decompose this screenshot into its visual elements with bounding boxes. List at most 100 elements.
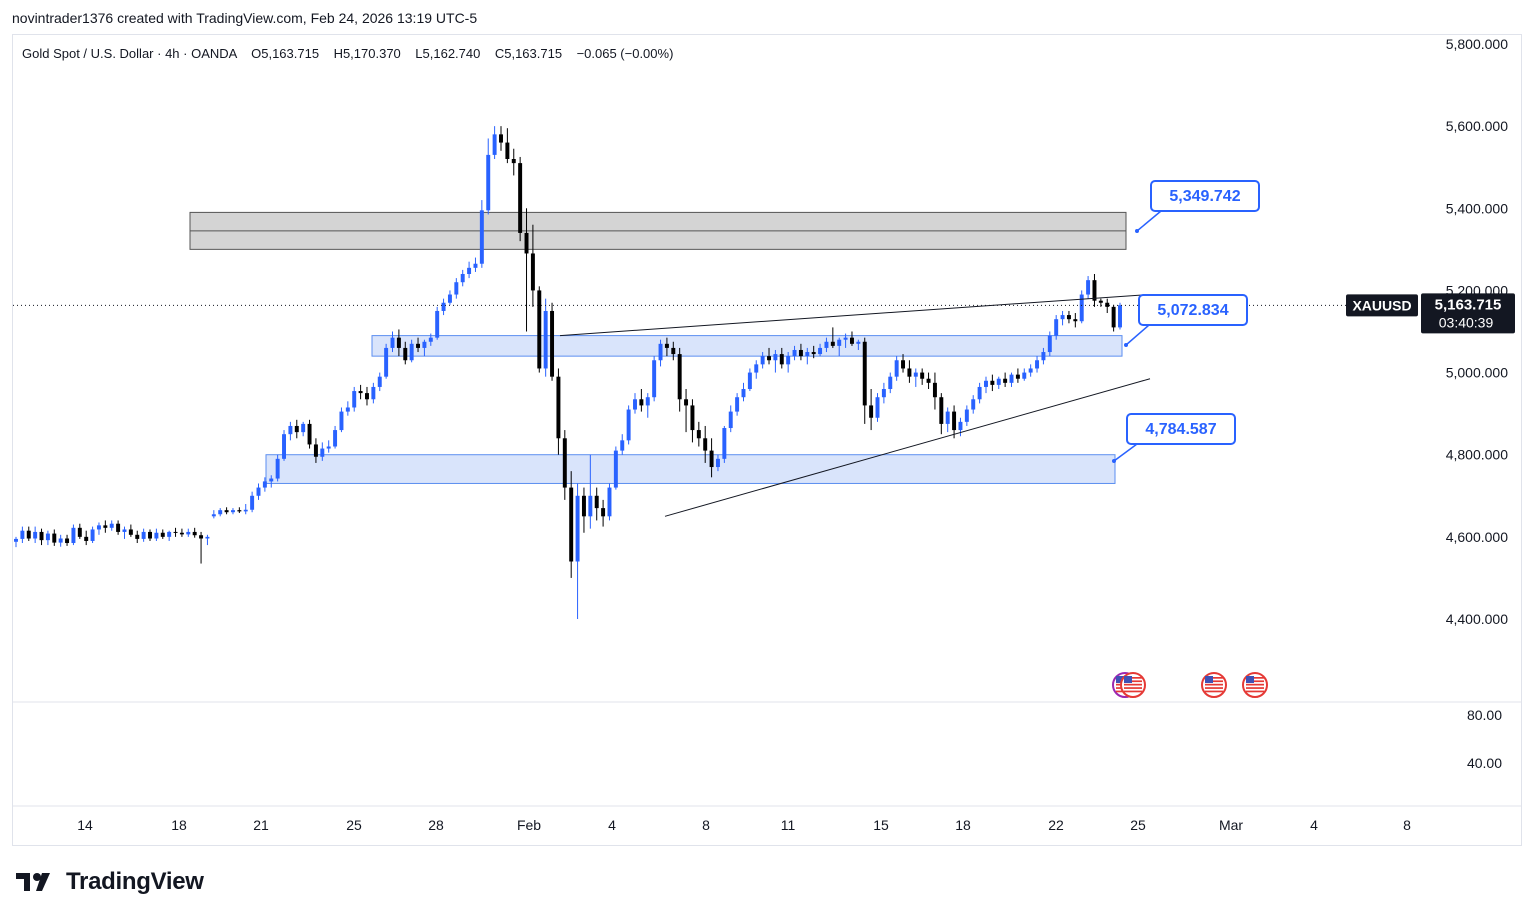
candle-body [645,397,650,406]
tradingview-logo[interactable]: TradingView [16,868,204,896]
candle-body [881,389,886,398]
candle-body [518,163,523,233]
candle-body [875,397,880,418]
candle-body [530,253,535,291]
flag-stripe [1246,690,1264,693]
candle-body [1035,360,1040,369]
candle-body [167,531,172,537]
ticker-symbol: XAUUSD [1352,297,1411,313]
candle-body [805,352,810,357]
price-callout-2[interactable]: 5,072.834 [1124,294,1248,347]
flag-stripe [1205,687,1223,689]
candle-body [939,397,944,424]
time-axis-label: 18 [955,817,971,833]
candle-body [403,347,408,361]
candle-body [333,430,338,447]
candle-body [684,399,689,406]
time-axis-label: Feb [517,817,541,833]
time-axis-label: 15 [873,817,889,833]
us-flag-event-icon[interactable] [1242,672,1268,698]
candle-body [1022,372,1027,379]
flag-stripe [1246,687,1264,689]
flag-stripe [1205,680,1223,683]
candle-body [990,380,995,385]
candle-body [256,487,261,496]
candle-body [160,532,165,537]
candle-body [556,376,561,439]
callout-anchor [1135,229,1139,233]
time-axis-label: 28 [428,817,444,833]
candle-body [435,310,440,338]
candle-body [690,405,695,431]
candle-body [441,302,446,311]
candle-body [65,538,70,544]
candle-body [1047,335,1052,353]
time-axis-label: 14 [77,817,93,833]
callout-label: 5,349.742 [1169,188,1240,205]
candle-body [709,450,714,468]
candle-body [703,438,708,451]
candle-body [71,527,76,544]
candle-body [179,532,184,535]
candle-body [588,495,593,517]
time-axis: 14 18 21 25 28 Feb 4 8 11 15 18 22 25 Mar 4 8 [77,817,1411,833]
candle-body [907,368,912,377]
candle-body [1066,315,1071,320]
candle-body [371,386,376,400]
price-callout-1[interactable]: 5,349.742 [1135,180,1260,233]
candle-body [664,343,669,348]
candle-body [984,380,988,387]
candle-body [313,444,318,457]
us-flag-event-icon[interactable] [1120,672,1146,698]
candle-body [671,347,676,355]
symbol-legend: Gold Spot / U.S. Dollar · 4h · OANDA O5,… [22,46,674,61]
legend-low: L5,162.740 [415,46,481,61]
candle-body [307,423,312,445]
time-axis-label: 22 [1048,817,1064,833]
candle-body [1041,352,1046,361]
candle-body [633,399,637,410]
candle-body [824,341,829,348]
candle-body [696,430,701,439]
flag-stripe [1246,683,1264,686]
candle-body [243,509,248,512]
candle-body [205,536,210,539]
candle-body [428,337,433,342]
candle-body [932,382,937,398]
candle-body [186,531,191,535]
flag-stripe [1205,683,1223,686]
price-callout-3[interactable]: 4,784.587 [1112,413,1236,463]
time-axis-label: 25 [1130,817,1146,833]
candle-body [39,531,44,541]
candle-body [326,446,331,449]
candle-body [798,349,803,357]
candle-body [473,263,478,268]
ticker-tag: XAUUSD [1346,294,1418,317]
candle-body [849,337,854,344]
candle-body [581,495,586,517]
candle-body [14,538,18,542]
candle-body [754,364,759,373]
candle-body [977,386,982,400]
candle-body [626,409,631,441]
candle-body [1098,300,1103,303]
candle-body [613,450,618,488]
candle-body [652,360,657,398]
candle-body [447,294,452,303]
candle-body [1073,319,1078,322]
lower-trendline [664,378,1151,517]
candle-body [945,411,950,424]
candle-body [499,134,503,143]
candle-body [735,397,740,412]
legend-symbol[interactable]: Gold Spot / U.S. Dollar [22,46,154,61]
legend-close: C5,163.715 [494,46,563,61]
candle-body [677,354,682,400]
candle-body [728,411,733,429]
candle-body [467,267,472,274]
candle-body [122,529,127,532]
callout-label: 4,784.587 [1145,421,1216,438]
callout-pointer [1136,210,1162,232]
us-flag-event-icon[interactable] [1201,672,1227,698]
candle-body [524,232,529,254]
